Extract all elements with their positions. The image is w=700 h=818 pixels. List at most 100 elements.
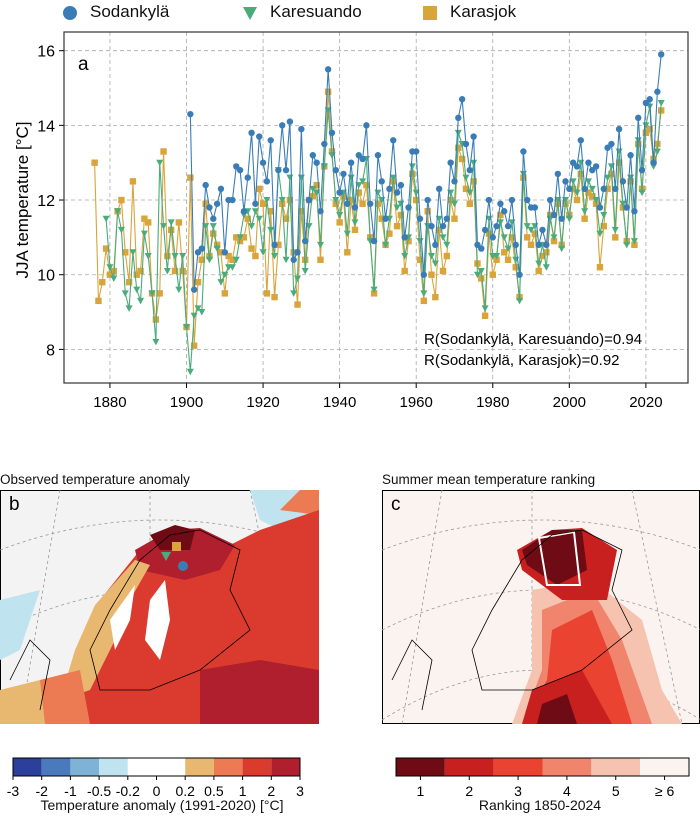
data-point bbox=[524, 196, 531, 204]
data-point bbox=[95, 297, 102, 305]
data-point bbox=[275, 166, 282, 174]
y-tick-label: 16 bbox=[37, 44, 55, 61]
data-point bbox=[217, 279, 225, 286]
data-point bbox=[279, 122, 286, 129]
data-point bbox=[527, 241, 535, 249]
data-point bbox=[420, 297, 428, 305]
colorbar-tick-label: -0.5 bbox=[87, 783, 111, 798]
data-point bbox=[524, 234, 531, 241]
data-point bbox=[588, 185, 596, 193]
data-point bbox=[294, 249, 301, 256]
triangle-marker-icon bbox=[243, 7, 257, 20]
data-point bbox=[581, 185, 588, 193]
data-point bbox=[439, 222, 447, 230]
data-point bbox=[646, 96, 653, 103]
data-point bbox=[416, 215, 424, 222]
data-point bbox=[164, 252, 171, 260]
data-point bbox=[271, 293, 278, 301]
data-point bbox=[359, 200, 366, 207]
data-point bbox=[336, 211, 344, 219]
colorbar-tick-label: ≥ 6 bbox=[655, 783, 675, 798]
data-point bbox=[267, 226, 275, 234]
data-point bbox=[210, 230, 217, 237]
data-point bbox=[501, 249, 508, 256]
data-point bbox=[294, 301, 301, 308]
data-point bbox=[275, 241, 282, 249]
data-point bbox=[340, 170, 347, 178]
data-point bbox=[347, 196, 355, 204]
data-point bbox=[600, 222, 607, 230]
data-point bbox=[321, 140, 328, 148]
data-point bbox=[144, 253, 152, 260]
data-point bbox=[424, 196, 431, 204]
data-point bbox=[351, 204, 359, 211]
data-point bbox=[596, 204, 604, 211]
data-point bbox=[228, 264, 236, 271]
data-point bbox=[612, 185, 619, 193]
data-point bbox=[213, 245, 221, 253]
data-point bbox=[240, 234, 248, 241]
data-point bbox=[179, 253, 187, 260]
data-point bbox=[500, 234, 508, 241]
data-point bbox=[608, 140, 615, 148]
ranking-colorbar: 1 2 3 4 5 ≥ 6 bbox=[395, 757, 690, 798]
data-point bbox=[516, 271, 523, 278]
data-point bbox=[336, 219, 343, 226]
data-point bbox=[351, 219, 359, 226]
timeseries-chart: 1880 1900 1920 1940 1960 1980 2000 2020 8 10 12 14 1… bbox=[37, 31, 689, 411]
data-point bbox=[543, 249, 550, 256]
data-point bbox=[152, 338, 160, 346]
y-axis-label: JJA temperature [°C] bbox=[13, 121, 32, 279]
data-point bbox=[167, 219, 175, 226]
data-point bbox=[481, 226, 489, 234]
data-point bbox=[596, 230, 604, 238]
data-point bbox=[309, 185, 317, 193]
data-point bbox=[171, 267, 179, 275]
x-tick-label: 1900 bbox=[170, 394, 203, 411]
data-point bbox=[638, 189, 646, 197]
data-point bbox=[615, 148, 623, 155]
data-point bbox=[523, 223, 531, 230]
data-point bbox=[585, 159, 592, 166]
data-point bbox=[658, 51, 665, 58]
data-point bbox=[282, 166, 290, 174]
x-tick-label: 1980 bbox=[476, 394, 509, 411]
data-point bbox=[294, 275, 302, 282]
data-point bbox=[213, 241, 221, 249]
data-point bbox=[194, 305, 202, 312]
y-tick-label: 8 bbox=[46, 342, 55, 359]
data-point bbox=[611, 226, 619, 234]
data-point bbox=[546, 211, 554, 219]
data-point bbox=[535, 260, 543, 268]
data-point bbox=[190, 286, 198, 293]
data-point bbox=[278, 197, 286, 204]
data-point bbox=[416, 256, 424, 263]
data-point bbox=[282, 215, 290, 222]
data-point bbox=[397, 211, 405, 219]
colorbar-tick-label: -0.2 bbox=[116, 783, 140, 798]
data-point bbox=[186, 368, 194, 376]
data-point bbox=[501, 208, 508, 215]
data-point bbox=[259, 249, 267, 256]
data-point bbox=[344, 200, 351, 207]
data-point bbox=[309, 152, 317, 159]
data-point bbox=[424, 208, 431, 215]
data-point bbox=[455, 114, 462, 122]
data-point bbox=[160, 223, 168, 230]
data-point bbox=[175, 286, 183, 294]
anomaly-colorbar: -3 -2 -1 -0.5 -0.2 0 0.2 0.5 1 2 3 bbox=[7, 757, 304, 798]
data-point bbox=[370, 290, 378, 297]
colorbar-swatch bbox=[13, 758, 42, 776]
data-point bbox=[133, 271, 140, 278]
data-point bbox=[470, 133, 477, 140]
data-point bbox=[290, 256, 297, 263]
data-point bbox=[493, 253, 501, 260]
data-point bbox=[604, 174, 612, 182]
data-point bbox=[271, 241, 278, 249]
data-point bbox=[585, 189, 592, 196]
data-point bbox=[435, 185, 443, 193]
data-point bbox=[654, 88, 661, 95]
data-point bbox=[125, 278, 133, 286]
colorbar-tick-label: 0.2 bbox=[175, 783, 195, 798]
legend-label-karesuando: Karesuando bbox=[270, 2, 362, 21]
